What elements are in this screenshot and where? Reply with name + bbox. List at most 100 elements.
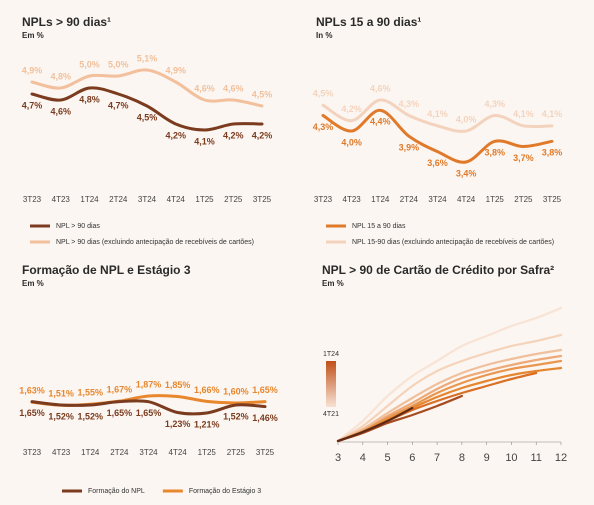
x-tick-label: 3T23: [23, 195, 42, 204]
chart-subtitle: Em %: [22, 279, 44, 288]
x-tick-label: 2T25: [224, 195, 243, 204]
data-label: 4,3%: [399, 99, 420, 109]
data-label: 1,65%: [19, 408, 45, 418]
color-scale: [326, 361, 336, 407]
data-label: 4,1%: [513, 109, 534, 119]
data-label: 4,1%: [427, 109, 448, 119]
data-label: 1,21%: [194, 419, 220, 429]
series-line: [30, 399, 267, 416]
data-label: 5,1%: [137, 53, 158, 63]
data-label: 4,1%: [194, 136, 215, 146]
data-label: 1,67%: [107, 385, 133, 395]
x-tick-label: 2T24: [400, 195, 419, 204]
legend-label: NPL > 90 dias (excluindo antecipação de …: [56, 239, 254, 246]
cohort-line: [336, 348, 563, 443]
x-tick-label: 2T25: [514, 195, 533, 204]
data-label: 1,52%: [77, 411, 103, 421]
data-label: 1,63%: [19, 386, 45, 396]
data-label: 1,66%: [194, 385, 220, 395]
series-line: [30, 86, 264, 132]
data-label: 4,9%: [22, 65, 43, 75]
data-label: 1,87%: [136, 379, 162, 389]
x-tick-label: 3T23: [314, 195, 333, 204]
x-tick-label: 4T24: [169, 448, 188, 457]
x-tick-label: 1T25: [486, 195, 505, 204]
x-tick-label: 3: [335, 452, 341, 464]
data-label: 1,65%: [107, 408, 133, 418]
x-tick-label: 1T25: [195, 195, 214, 204]
data-label: 3,7%: [513, 153, 534, 163]
data-label: 1,60%: [223, 386, 249, 396]
chart-title: NPL > 90 de Cartão de Crédito por Safra²: [322, 263, 554, 277]
data-label: 5,0%: [79, 59, 100, 69]
data-label: 4,6%: [223, 83, 244, 93]
data-label: 4,2%: [165, 130, 186, 140]
color-scale-bottom: 4T21: [323, 411, 339, 418]
x-tick-label: 10: [505, 452, 517, 464]
data-label: 4,0%: [341, 137, 362, 147]
data-label: 4,6%: [194, 83, 215, 93]
chart-title: Formação de NPL e Estágio 3: [22, 263, 191, 277]
data-label: 4,8%: [50, 71, 71, 81]
cohort-line: [336, 406, 414, 443]
x-tick-label: 2T24: [110, 448, 129, 457]
x-tick-label: 6: [409, 452, 415, 464]
data-label: 4,2%: [341, 104, 362, 114]
data-label: 4,2%: [252, 130, 273, 140]
data-label: 3,8%: [484, 148, 505, 158]
x-tick-label: 1T25: [198, 448, 217, 457]
series-line: [321, 108, 554, 164]
data-label: 1,85%: [165, 380, 191, 390]
chart-title: NPLs 15 a 90 dias¹: [316, 15, 421, 29]
x-tick-label: 3T24: [139, 448, 158, 457]
data-label: 4,6%: [50, 106, 71, 116]
data-label: 1,55%: [77, 388, 103, 398]
legend-label: NPL > 90 dias: [56, 223, 100, 230]
x-tick-label: 4T23: [343, 195, 362, 204]
chart-subtitle: Em %: [322, 279, 344, 288]
data-label: 4,0%: [456, 114, 477, 124]
x-tick-label: 1T24: [371, 195, 390, 204]
chart-title: NPLs > 90 dias¹: [22, 15, 111, 29]
legend-label: Formação do Estágio 3: [189, 488, 261, 495]
x-tick-label: 7: [434, 452, 440, 464]
x-tick-label: 3T24: [428, 195, 447, 204]
data-label: 3,8%: [542, 148, 563, 158]
x-tick-label: 4T24: [167, 195, 186, 204]
data-label: 4,1%: [542, 109, 563, 119]
chart-subtitle: Em %: [22, 31, 44, 40]
data-label: 4,7%: [108, 100, 129, 110]
cohort-line: [336, 359, 563, 443]
x-tick-label: 3T25: [256, 448, 275, 457]
data-label: 4,9%: [165, 65, 186, 75]
cohort-line: [336, 306, 563, 443]
data-label: 1,65%: [136, 408, 162, 418]
data-label: 4,2%: [223, 130, 244, 140]
x-tick-label: 3T25: [253, 195, 272, 204]
legend-label: Formação do NPL: [88, 488, 145, 495]
x-tick-label: 4T23: [52, 448, 71, 457]
data-label: 1,65%: [252, 385, 278, 395]
series-line: [30, 68, 264, 108]
data-label: 4,4%: [370, 117, 391, 127]
chart-subtitle: In %: [316, 31, 332, 40]
legend-label: NPL 15-90 dias (excluindo antecipação de…: [352, 239, 554, 246]
data-label: 4,3%: [313, 122, 334, 132]
x-tick-label: 9: [484, 452, 490, 464]
data-label: 3,6%: [427, 158, 448, 168]
data-label: 4,3%: [484, 99, 505, 109]
data-label: 3,9%: [399, 143, 420, 153]
data-label: 1,52%: [223, 411, 249, 421]
x-tick-label: 3T23: [23, 448, 42, 457]
x-tick-label: 5: [384, 452, 390, 464]
data-label: 1,51%: [48, 389, 74, 399]
x-tick-label: 1T24: [81, 448, 100, 457]
data-label: 4,6%: [370, 83, 391, 93]
series-line: [321, 98, 554, 133]
data-label: 1,23%: [165, 419, 191, 429]
x-tick-label: 4T23: [52, 195, 71, 204]
x-tick-label: 3T25: [543, 195, 562, 204]
x-tick-label: 2T24: [109, 195, 128, 204]
